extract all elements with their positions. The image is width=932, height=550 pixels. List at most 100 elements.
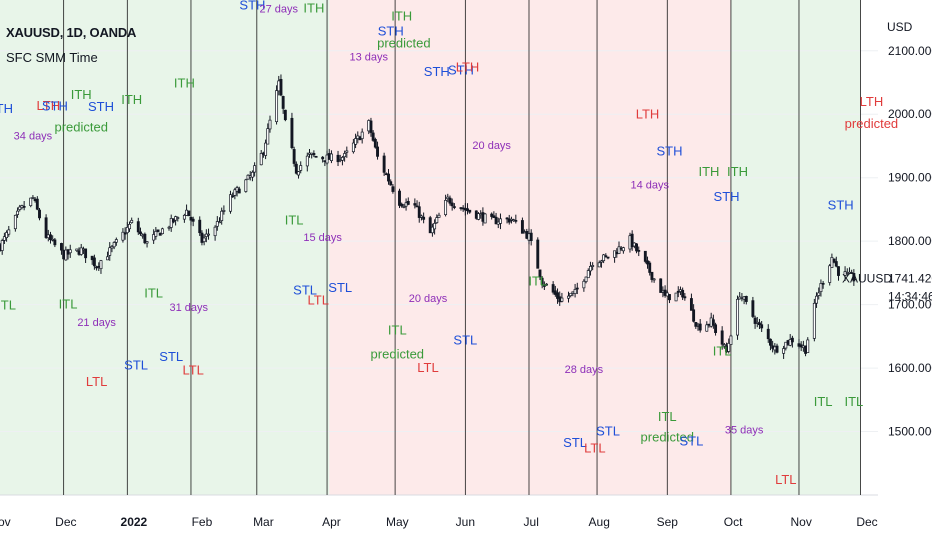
annotation-days: 34 days — [14, 131, 53, 143]
annotation-lth: LTH — [456, 60, 480, 75]
candle-body — [125, 227, 129, 234]
candle-body — [468, 209, 472, 213]
candle-body — [602, 254, 606, 262]
annotation-ith: ITH — [121, 92, 142, 107]
candle-body — [31, 197, 35, 199]
candle-body — [290, 117, 294, 148]
candle-body — [187, 210, 191, 217]
candle-body — [584, 276, 588, 282]
candle-body — [514, 220, 518, 222]
candle-body — [110, 246, 114, 249]
currency-unit-label: USD — [887, 20, 913, 34]
candle-body — [92, 257, 96, 267]
candle-body — [545, 283, 549, 286]
zone-bands — [0, 0, 861, 495]
zone-band-red — [329, 0, 731, 495]
candle-body — [589, 265, 592, 272]
candle-body — [351, 142, 355, 153]
annotation-days: 15 days — [303, 232, 342, 244]
annotation-sth: STH — [448, 62, 474, 77]
annotation-stl: STL — [159, 349, 183, 364]
candle-body — [340, 157, 344, 161]
candle-body — [812, 302, 816, 339]
candle-body — [360, 131, 364, 139]
candle-body — [542, 285, 546, 287]
candle-body — [413, 203, 417, 206]
candle-body — [433, 223, 437, 230]
candle-body — [49, 234, 52, 240]
candle-body — [145, 241, 149, 244]
annotation-ith: predicted — [377, 36, 430, 51]
price-tick-label: 1700.000 — [888, 298, 932, 312]
countdown-label: 14:34:46 — [888, 289, 932, 303]
candle-body — [630, 233, 634, 248]
candle-body — [220, 210, 224, 221]
annotation-sth: STH — [714, 189, 740, 204]
annotation-days: 14 days — [630, 179, 669, 191]
annotation-ith: ITH — [391, 8, 412, 23]
candle-body — [837, 266, 840, 276]
annotation-days: 31 days — [170, 302, 209, 314]
annotation-ltl: LTL — [182, 362, 203, 377]
candle-body — [233, 189, 237, 196]
candle-body — [705, 324, 709, 332]
annotation-lth: predicted — [845, 116, 898, 131]
candle-body — [637, 250, 641, 252]
candle-body — [720, 330, 724, 345]
candle-body — [417, 206, 421, 218]
candle-body — [729, 335, 733, 345]
candle-body — [156, 229, 160, 232]
candle-body — [329, 153, 333, 161]
candle-body — [575, 287, 579, 290]
candle-body — [237, 188, 241, 194]
candle-body — [382, 155, 386, 173]
annotation-lth: LTH — [860, 94, 884, 109]
candle-body — [275, 90, 279, 123]
price-tick-label: 1600.000 — [888, 361, 932, 375]
price-axis[interactable]: 1500.000 1600.000 1700.000 1800.000 1900.000… — [842, 44, 932, 439]
candle-body — [387, 173, 390, 182]
candle-body — [586, 270, 590, 279]
candle-body — [437, 214, 441, 218]
candle-body — [35, 198, 39, 210]
annotation-sth: STH — [828, 197, 854, 212]
candle-body — [38, 209, 41, 219]
annotation-itl: ITL — [285, 213, 304, 228]
candle-body — [60, 243, 63, 251]
candle-body — [68, 249, 72, 254]
candle-body — [766, 328, 770, 340]
candle-body — [499, 218, 502, 224]
annotation-ltl: LTL — [775, 472, 796, 487]
annotation-itl: ITL — [814, 394, 833, 409]
annotation-days: 20 days — [409, 293, 448, 305]
candle-body — [621, 247, 625, 252]
candle-body — [391, 186, 395, 192]
candle-body — [312, 153, 316, 156]
time-tick-label: Dec — [856, 515, 877, 529]
candle-body — [659, 278, 663, 293]
annotation-ith: ITH — [71, 87, 92, 102]
candle-body — [736, 298, 739, 336]
candle-body — [784, 341, 788, 349]
candle-body — [229, 194, 232, 212]
candle-body — [2, 236, 6, 241]
candle-body — [768, 338, 772, 346]
candle-body — [75, 248, 79, 251]
time-tick-label: Jul — [524, 515, 539, 529]
annotation-stl: STL — [596, 423, 620, 438]
annotation-days: 20 days — [472, 140, 511, 152]
symbol-tag: XAUUSD — [842, 271, 892, 285]
time-axis[interactable]: Nov Dec 2022 Feb Mar Apr May Jun Jul Aug Sep Oct Nov… — [0, 515, 878, 529]
candle-body — [139, 231, 142, 235]
candle-body — [520, 220, 524, 234]
candle-body — [213, 226, 217, 237]
candle-body — [259, 153, 263, 166]
candle-body — [821, 282, 825, 285]
candle-body — [253, 165, 257, 173]
zone-band-green — [730, 0, 861, 495]
candle-body — [540, 277, 544, 285]
annotation-lth: LTH — [636, 107, 660, 122]
candle-body — [176, 217, 180, 219]
candle-body — [108, 247, 112, 256]
